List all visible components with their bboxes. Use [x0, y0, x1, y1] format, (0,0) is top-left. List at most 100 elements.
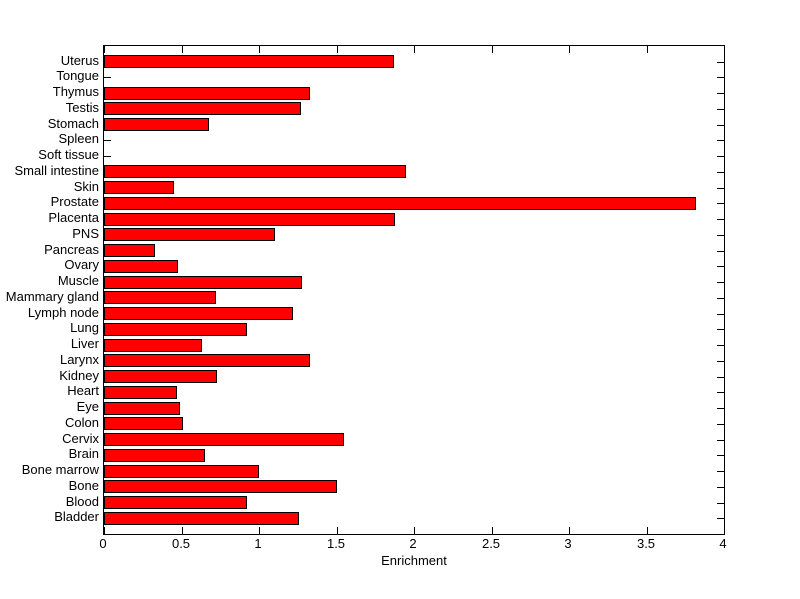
y-label-pancreas: Pancreas	[44, 242, 99, 257]
y-label-pns: PNS	[72, 226, 99, 241]
y-label-small-intestine: Small intestine	[14, 163, 99, 178]
bar-pancreas	[104, 244, 155, 257]
x-tick-top	[647, 46, 648, 53]
y-tick-right	[717, 424, 724, 425]
y-tick-right	[717, 219, 724, 220]
bar-blood	[104, 496, 247, 509]
y-tick-right	[717, 93, 724, 94]
y-tick-right	[717, 440, 724, 441]
x-tick-bottom	[492, 527, 493, 534]
y-tick-right	[717, 251, 724, 252]
y-label-stomach: Stomach	[47, 116, 99, 131]
y-label-bladder: Bladder	[54, 509, 99, 524]
x-tick-bottom	[724, 527, 725, 534]
y-tick-right	[717, 188, 724, 189]
bar-brain	[104, 449, 205, 462]
y-tick-right	[717, 156, 724, 157]
y-tick-right	[717, 408, 724, 409]
y-label-heart: Heart	[67, 383, 99, 398]
bar-mammary-gland	[104, 291, 216, 304]
y-tick-right	[717, 455, 724, 456]
y-tick-right	[717, 77, 724, 78]
x-tick-top	[569, 46, 570, 53]
x-tick-top	[414, 46, 415, 53]
bar-uterus	[104, 55, 394, 68]
y-axis-category-labels: Uterus Tongue Thymus Testis Stomach Spleen Sof…	[0, 45, 99, 535]
bar-colon	[104, 417, 183, 430]
y-label-muscle: Muscle	[57, 273, 99, 288]
y-label-thymus: Thymus	[52, 84, 99, 99]
x-tick-top	[182, 46, 183, 53]
bar-kidney	[104, 370, 217, 383]
y-tick-right	[717, 109, 724, 110]
y-tick-left	[104, 77, 111, 78]
bar-stomach	[104, 118, 209, 131]
y-label-prostate: Prostate	[50, 194, 99, 209]
x-tick-bottom	[259, 527, 260, 534]
x-tick-label: 0	[99, 536, 107, 551]
y-tick-right	[717, 345, 724, 346]
plot-area	[103, 45, 725, 535]
x-tick-bottom	[104, 527, 105, 534]
y-label-soft-tissue: Soft tissue	[38, 147, 99, 162]
y-label-bone: Bone	[68, 478, 99, 493]
x-tick-label: 0.5	[171, 536, 191, 551]
y-label-skin: Skin	[73, 179, 99, 194]
y-tick-left	[104, 156, 111, 157]
x-tick-top	[724, 46, 725, 53]
y-tick-right	[717, 314, 724, 315]
y-label-testis: Testis	[65, 100, 99, 115]
bar-ovary	[104, 260, 178, 273]
bar-bone	[104, 480, 337, 493]
bar-lung	[104, 323, 247, 336]
y-tick-right	[717, 62, 724, 63]
x-tick-label: 3	[564, 536, 572, 551]
y-tick-right	[717, 172, 724, 173]
y-tick-right	[717, 377, 724, 378]
x-tick-bottom	[337, 527, 338, 534]
y-tick-right	[717, 140, 724, 141]
bar-placenta	[104, 213, 395, 226]
y-label-larynx: Larynx	[59, 352, 99, 367]
bar-cervix	[104, 433, 344, 446]
y-tick-right	[717, 329, 724, 330]
bar-pns	[104, 228, 275, 241]
x-tick-label: 2	[409, 536, 417, 551]
y-label-placenta: Placenta	[48, 210, 99, 225]
bar-skin	[104, 181, 174, 194]
bar-liver	[104, 339, 202, 352]
y-tick-left	[104, 140, 111, 141]
y-label-brain: Brain	[68, 446, 99, 461]
y-label-lymph-node: Lymph node	[27, 305, 99, 320]
y-tick-right	[717, 361, 724, 362]
y-label-tongue: Tongue	[56, 68, 99, 83]
bar-muscle	[104, 276, 302, 289]
bar-bladder	[104, 512, 299, 525]
x-axis-tick-labels: 0 0.5 1 1.5 2 2.5 3 3.5 4	[99, 536, 726, 553]
x-tick-bottom	[569, 527, 570, 534]
bar-testis	[104, 102, 301, 115]
y-label-spleen: Spleen	[58, 131, 99, 146]
y-label-kidney: Kidney	[59, 368, 99, 383]
x-tick-bottom	[182, 527, 183, 534]
x-tick-top	[492, 46, 493, 53]
x-tick-bottom	[414, 527, 415, 534]
x-axis-title: Enrichment	[381, 553, 447, 568]
y-label-bone-marrow: Bone marrow	[21, 462, 99, 477]
bar-prostate	[104, 197, 696, 210]
y-tick-right	[717, 282, 724, 283]
y-label-uterus: Uterus	[60, 53, 99, 68]
bar-thymus	[104, 87, 310, 100]
y-label-lung: Lung	[70, 320, 99, 335]
y-label-eye: Eye	[76, 399, 99, 414]
x-tick-top	[104, 46, 105, 53]
x-tick-label: 2.5	[481, 536, 501, 551]
y-label-liver: Liver	[70, 336, 99, 351]
y-label-ovary: Ovary	[64, 257, 99, 272]
bar-small-intestine	[104, 165, 406, 178]
y-tick-right	[717, 487, 724, 488]
y-tick-right	[717, 518, 724, 519]
x-tick-top	[337, 46, 338, 53]
y-tick-right	[717, 298, 724, 299]
